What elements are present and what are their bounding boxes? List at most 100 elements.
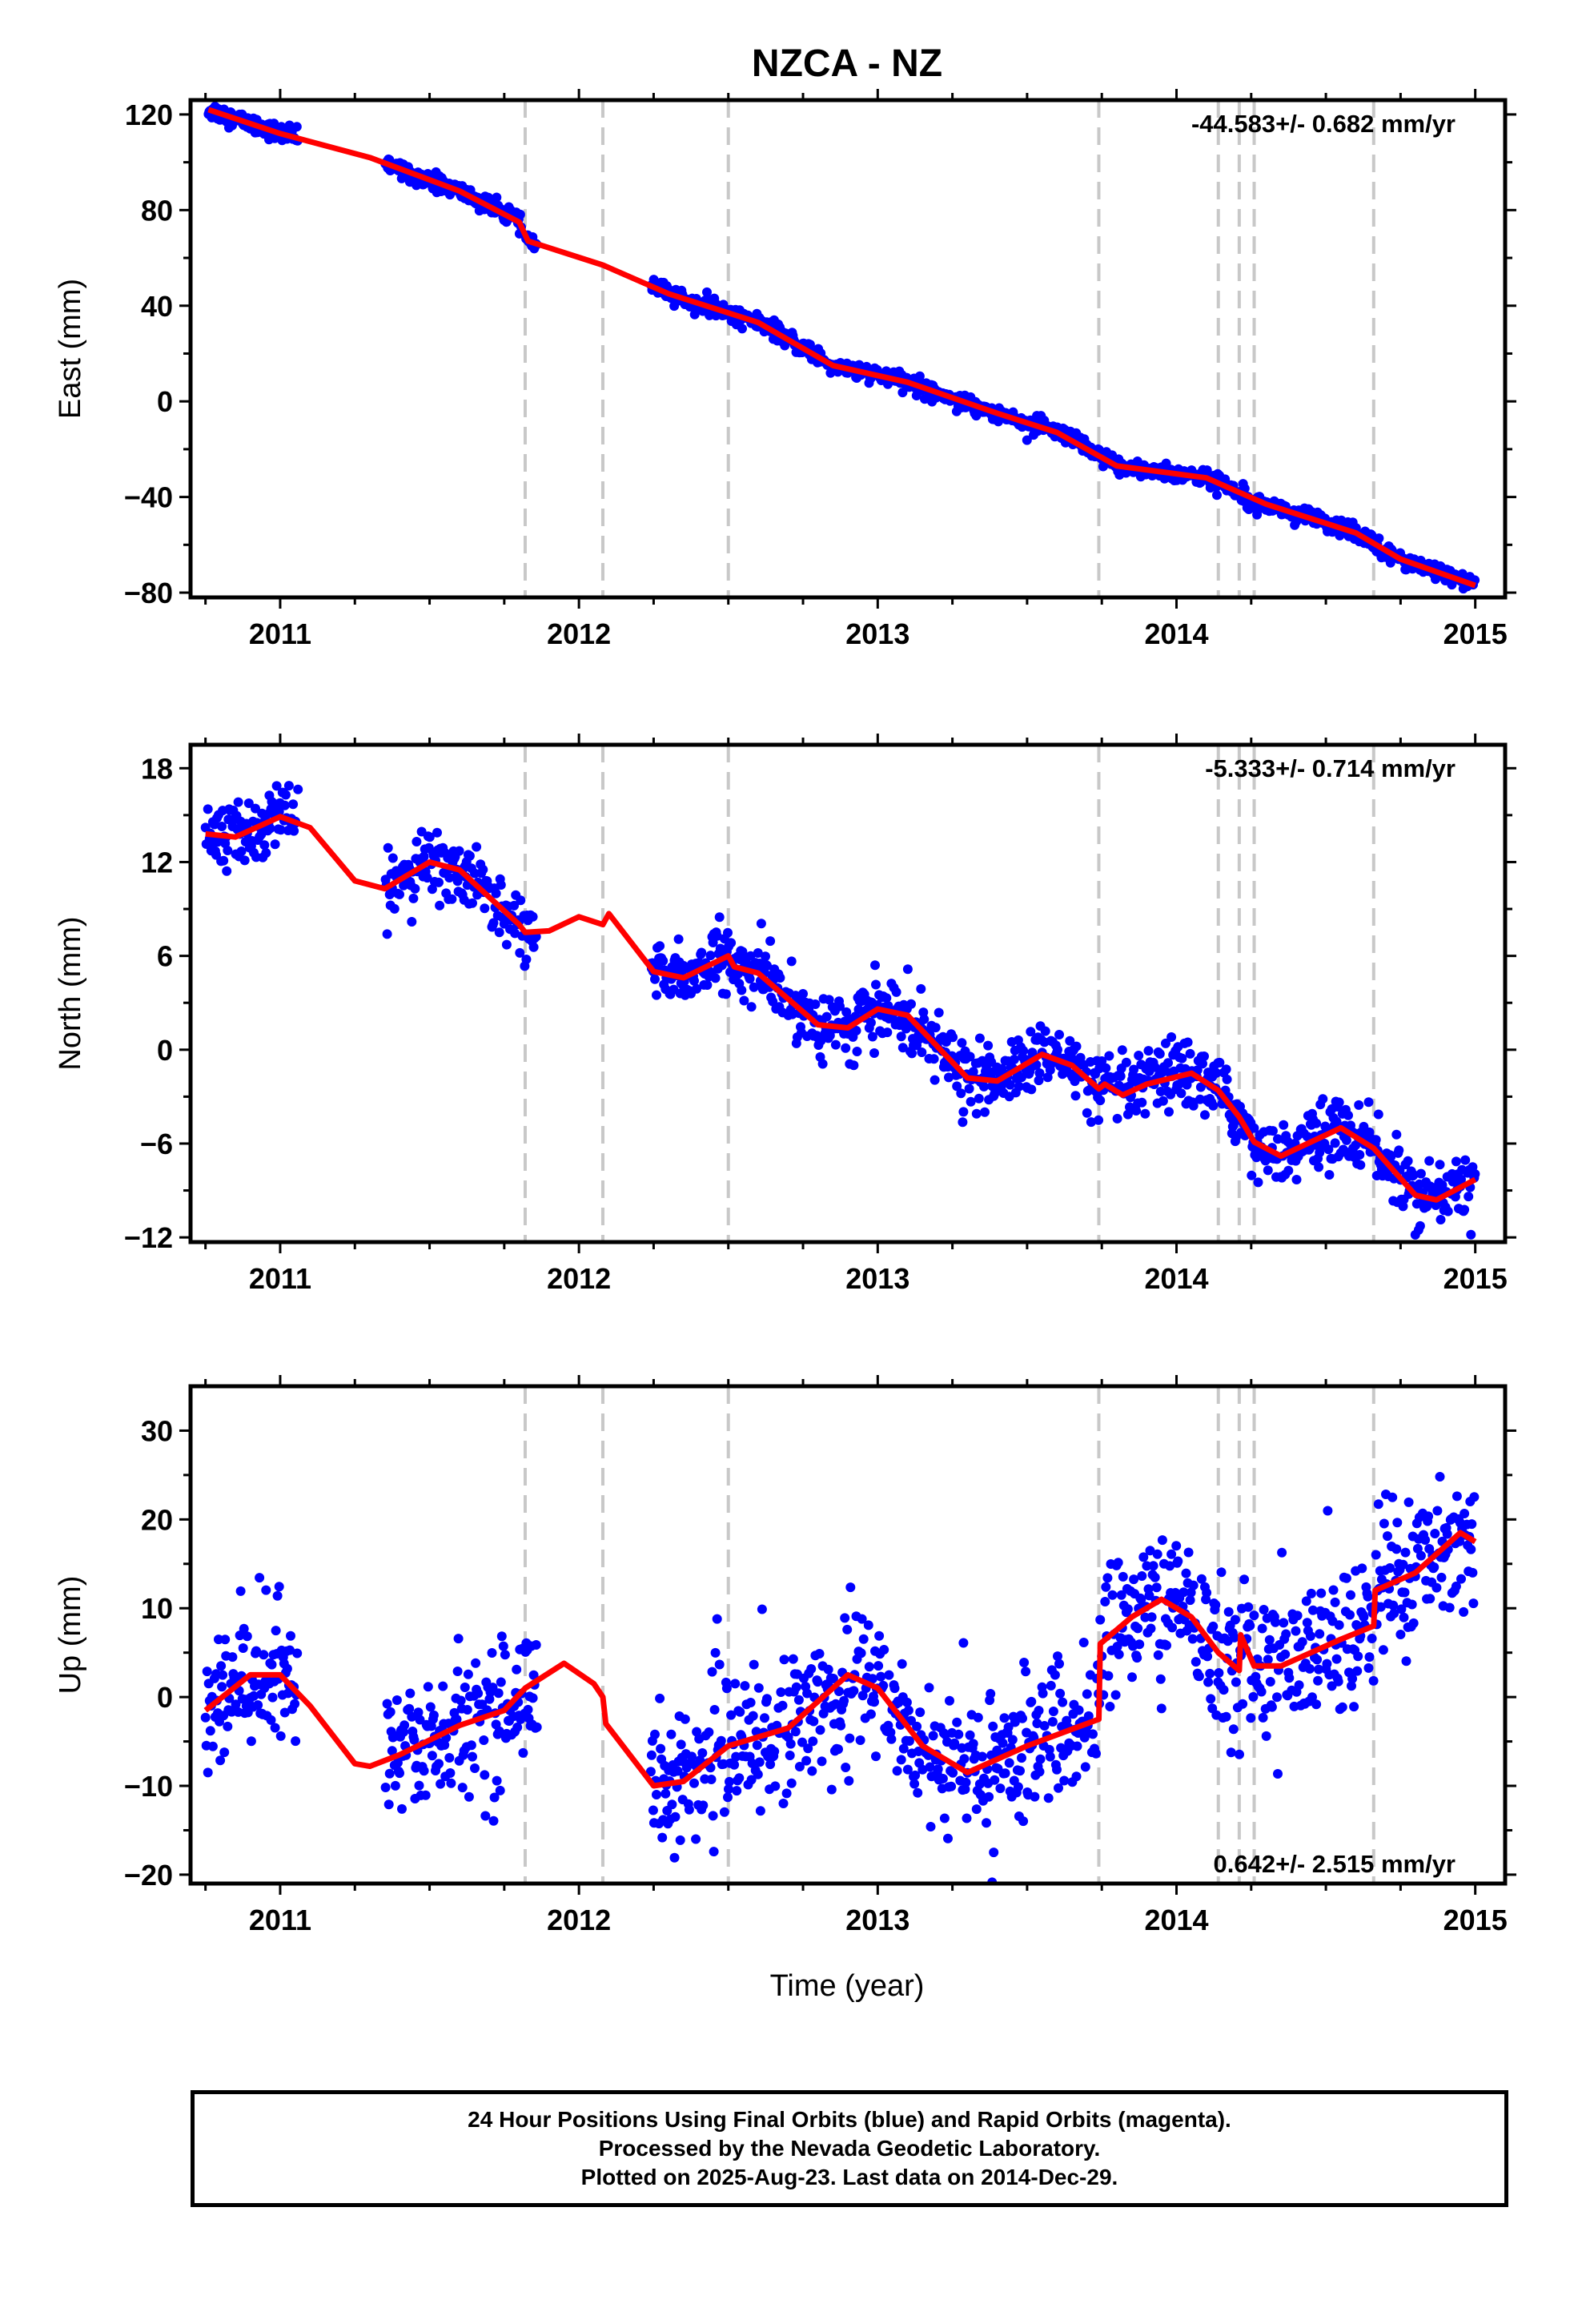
north-data-point (447, 894, 457, 904)
east-data-point (897, 388, 908, 398)
up-data-point (498, 1641, 508, 1651)
north-data-point (1075, 1052, 1086, 1063)
north-data-point (1042, 1072, 1053, 1083)
north-data-point (746, 1002, 757, 1012)
up-data-point (814, 1649, 825, 1659)
up-data-point (723, 1792, 733, 1803)
up-data-point (873, 1661, 884, 1671)
up-data-point (1415, 1550, 1426, 1561)
up-data-point (1171, 1541, 1182, 1551)
north-data-point (1315, 1148, 1325, 1158)
north-data-point (841, 1043, 851, 1053)
up-data-point (215, 1755, 226, 1766)
up-data-point (845, 1582, 856, 1593)
up-data-point (512, 1664, 522, 1675)
up-data-point (1272, 1692, 1282, 1703)
up-data-point (255, 1573, 265, 1583)
north-data-point (917, 1047, 927, 1057)
up-data-point (648, 1805, 658, 1815)
up-data-point (1248, 1691, 1259, 1702)
north-data-point (422, 873, 432, 883)
north-data-point (494, 927, 504, 938)
north-data-point (1082, 1108, 1092, 1118)
up-data-point (391, 1695, 402, 1705)
north-y-tick-label: −6 (140, 1128, 173, 1160)
up-data-point (855, 1735, 865, 1745)
up-data-point (977, 1751, 987, 1762)
north-data-point (1182, 1037, 1193, 1047)
up-y-tick-label: 10 (141, 1592, 173, 1625)
up-data-point (275, 1731, 286, 1741)
up-data-point (457, 1783, 468, 1793)
north-data-point (1331, 1116, 1342, 1127)
up-data-point (1460, 1509, 1470, 1518)
north-data-point (852, 1047, 862, 1056)
up-data-point (785, 1739, 796, 1749)
north-data-point (1177, 1053, 1187, 1063)
east-y-axis-label: East (mm) (54, 279, 87, 419)
up-data-point (283, 1688, 293, 1699)
north-data-point (1026, 1027, 1036, 1037)
up-data-point (968, 1739, 978, 1749)
north-data-point (1143, 1046, 1154, 1056)
up-data-point (1058, 1697, 1068, 1707)
up-data-point (1080, 1762, 1090, 1772)
north-data-point (1451, 1156, 1461, 1167)
up-data-point (1308, 1605, 1318, 1615)
north-data-point (650, 974, 660, 984)
up-data-point (272, 1590, 283, 1601)
up-data-point (680, 1714, 690, 1724)
up-data-point (217, 1682, 227, 1692)
up-data-point (1346, 1590, 1355, 1600)
up-data-point (1341, 1573, 1351, 1583)
up-data-point (473, 1688, 484, 1699)
up-data-point (1337, 1702, 1347, 1712)
up-data-point (1256, 1687, 1267, 1697)
up-data-point (242, 1631, 252, 1642)
north-data-point (974, 1033, 985, 1043)
up-data-point (1330, 1597, 1340, 1607)
up-data-point (1214, 1668, 1224, 1678)
up-data-point (512, 1722, 523, 1732)
north-data-point (1095, 1096, 1106, 1106)
up-data-point (1265, 1677, 1275, 1687)
up-data-point (1323, 1506, 1333, 1516)
up-data-point (901, 1697, 912, 1707)
up-data-point (926, 1822, 936, 1831)
north-data-point (236, 846, 247, 856)
east-x-tick-label: 2011 (249, 617, 311, 650)
up-data-point (667, 1799, 677, 1810)
up-data-point (1146, 1612, 1157, 1622)
north-data-point (427, 884, 437, 895)
north-data-point (1026, 1084, 1037, 1095)
up-data-point (726, 1710, 737, 1720)
up-data-point (1425, 1594, 1435, 1604)
up-data-point (655, 1693, 665, 1703)
up-data-point (858, 1634, 869, 1644)
up-data-point (1301, 1596, 1311, 1606)
up-data-point (1245, 1621, 1255, 1630)
north-data-point (1070, 1091, 1081, 1101)
up-data-point (1400, 1547, 1411, 1558)
up-data-point (445, 1768, 456, 1778)
up-data-point (267, 1692, 278, 1703)
up-data-point (1363, 1591, 1373, 1602)
north-data-point (528, 911, 538, 922)
north-data-point (1311, 1118, 1322, 1128)
up-data-point (753, 1769, 763, 1779)
north-data-point (971, 1108, 982, 1119)
north-data-point (1386, 1152, 1396, 1162)
up-data-point (973, 1712, 983, 1723)
up-data-point (203, 1767, 213, 1778)
up-data-point (267, 1659, 277, 1670)
up-data-point (1312, 1655, 1323, 1665)
up-data-point (826, 1784, 837, 1795)
up-data-point (876, 1671, 886, 1682)
east-y-tick-label: 80 (141, 194, 173, 227)
north-data-point (891, 987, 901, 997)
north-data-point (853, 1004, 864, 1015)
north-data-point (745, 974, 755, 984)
up-data-point (1203, 1651, 1213, 1662)
up-data-point (279, 1707, 290, 1718)
up-data-point (1423, 1511, 1434, 1522)
